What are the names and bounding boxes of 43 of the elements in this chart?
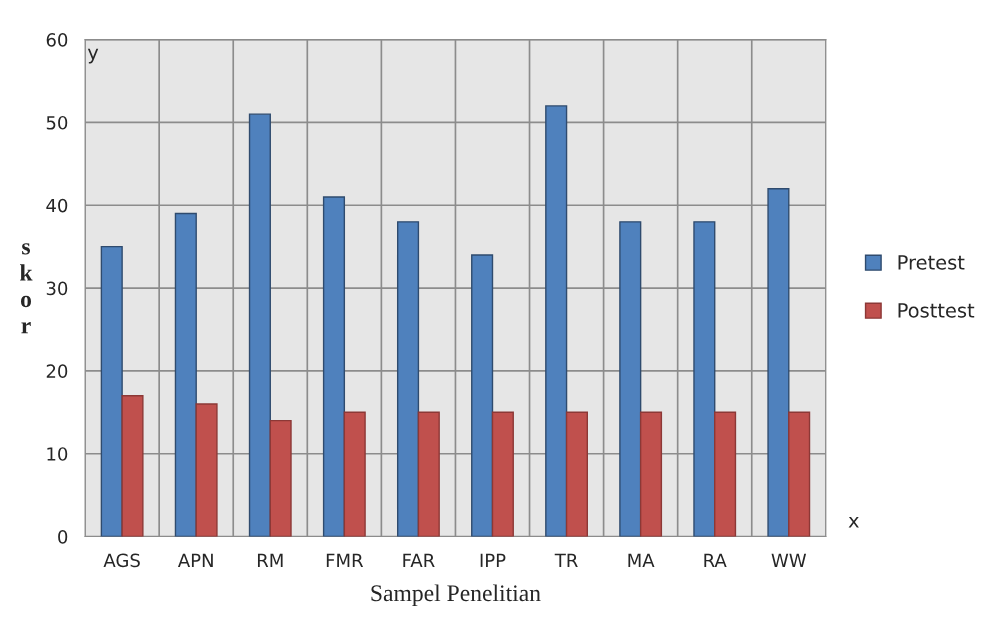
bar xyxy=(100,245,123,537)
bar xyxy=(565,411,589,537)
bar xyxy=(121,395,144,537)
x-tick-label: MA xyxy=(628,553,655,567)
bar xyxy=(693,221,716,537)
y-tick-label: 40 xyxy=(46,198,68,213)
x-tick-label: FMR xyxy=(326,553,364,567)
bar xyxy=(195,403,218,537)
x-axis-title: Sampel Penelitian xyxy=(371,584,541,606)
bar xyxy=(491,411,514,537)
legend-label: Posttest xyxy=(898,303,975,318)
legend-label: Pretest xyxy=(898,255,965,270)
y-axis-title: skor xyxy=(20,243,33,334)
bar xyxy=(174,212,197,537)
x-tick-label: RA xyxy=(704,553,727,567)
bar xyxy=(788,411,811,537)
bar xyxy=(767,188,790,537)
y-tick-label: 30 xyxy=(46,281,68,296)
bar xyxy=(471,254,494,537)
bar xyxy=(417,411,440,537)
x-tick-label: RM xyxy=(257,553,283,567)
bar xyxy=(714,411,737,537)
bar xyxy=(639,411,663,537)
bar xyxy=(545,105,568,537)
annotation: y xyxy=(87,48,99,64)
x-tick-label: AGS xyxy=(103,553,140,568)
x-tick-label: TR xyxy=(554,553,578,567)
bar xyxy=(396,221,420,537)
text: x xyxy=(848,516,859,528)
x-tick-label: FAR xyxy=(403,553,435,567)
bar xyxy=(269,419,292,537)
y-tick-label: 10 xyxy=(47,447,68,461)
bar xyxy=(322,196,346,537)
x-tick-label: APN xyxy=(177,553,213,567)
y-tick-label: 0 xyxy=(58,530,68,544)
x-tick-label: WW xyxy=(771,553,807,567)
bar xyxy=(619,221,642,537)
x-tick-label: IPP xyxy=(480,553,506,567)
bar xyxy=(248,113,271,537)
y-tick-label: 50 xyxy=(46,115,68,130)
bar xyxy=(343,411,366,537)
y-tick-label: 60 xyxy=(46,33,68,47)
y-tick-label: 20 xyxy=(46,364,68,379)
